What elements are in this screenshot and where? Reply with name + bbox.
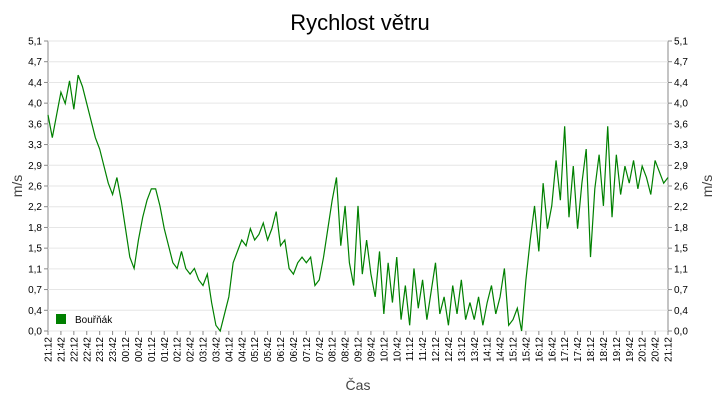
x-tick-label: 20:12: [638, 337, 649, 362]
y-tick-label: 5,1: [28, 37, 42, 48]
x-tick-label: 14:42: [496, 337, 507, 362]
y2-tick-label: 4,7: [674, 57, 688, 68]
y2-tick-label: 0,4: [674, 306, 688, 317]
x-tick-label: 00:12: [121, 337, 132, 362]
x-tick-label: 02:42: [186, 337, 197, 362]
x-tick-label: 21:12: [44, 337, 55, 362]
x-tick-label: 19:12: [612, 337, 623, 362]
x-tick-label: 09:42: [366, 337, 377, 362]
y-tick-label: 2,9: [28, 161, 42, 172]
y2-tick-label: 3,3: [674, 140, 688, 151]
x-tick-label: 14:12: [483, 337, 494, 362]
x-tick-label: 16:12: [534, 337, 545, 362]
y2-tick-label: 0,0: [674, 327, 688, 338]
x-tick-label: 03:42: [211, 337, 222, 362]
x-tick-label: 11:42: [418, 337, 429, 362]
x-tick-label: 13:12: [457, 337, 468, 362]
x-tick-label: 17:42: [573, 337, 584, 362]
x-tick-label: 06:12: [276, 337, 287, 362]
y-tick-label: 4,4: [28, 78, 42, 89]
x-tick-label: 07:42: [315, 337, 326, 362]
x-tick-label: 10:42: [392, 337, 403, 362]
x-tick-label: 04:12: [224, 337, 235, 362]
y-tick-label: 1,1: [28, 264, 42, 275]
y2-tick-label: 0,7: [674, 285, 688, 296]
y2-tick-label: 4,4: [674, 78, 688, 89]
y-tick-label: 2,2: [28, 202, 42, 213]
x-tick-label: 20:42: [651, 337, 662, 362]
y2-tick-label: 2,9: [674, 161, 688, 172]
y-tick-label: 1,8: [28, 223, 42, 234]
x-tick-label: 01:12: [147, 337, 158, 362]
x-tick-label: 22:42: [82, 337, 93, 362]
x-tick-label: 12:42: [444, 337, 455, 362]
x-tick-label: 13:42: [470, 337, 481, 362]
x-tick-label: 01:42: [160, 337, 171, 362]
y-tick-label: 4,0: [28, 99, 42, 110]
y-tick-label: 3,3: [28, 140, 42, 151]
x-tick-label: 17:12: [560, 337, 571, 362]
x-tick-label: 18:12: [586, 337, 597, 362]
x-tick-label: 10:12: [379, 337, 390, 362]
legend-label: Bouřňák: [75, 315, 113, 326]
x-tick-label: 09:12: [354, 337, 365, 362]
y2-tick-label: 2,6: [674, 182, 688, 193]
x-tick-label: 04:42: [237, 337, 248, 362]
y2-tick-label: 1,8: [674, 223, 688, 234]
y-tick-label: 1,5: [28, 244, 42, 255]
y2-tick-label: 2,2: [674, 202, 688, 213]
x-tick-label: 22:12: [69, 337, 80, 362]
x-tick-label: 05:12: [250, 337, 261, 362]
x-tick-label: 02:12: [173, 337, 184, 362]
x-tick-label: 16:42: [547, 337, 558, 362]
x-tick-label: 00:42: [134, 337, 145, 362]
y-tick-label: 0,0: [28, 327, 42, 338]
y2-tick-label: 1,5: [674, 244, 688, 255]
x-tick-label: 05:42: [263, 337, 274, 362]
y-tick-label: 0,4: [28, 306, 42, 317]
legend-swatch: [56, 314, 66, 324]
data-line: [47, 74, 669, 333]
x-tick-label: 03:12: [199, 337, 210, 362]
y-tick-label: 0,7: [28, 285, 42, 296]
x-tick-label: 08:42: [341, 337, 352, 362]
y2-tick-label: 5,1: [674, 37, 688, 48]
y-tick-label: 2,6: [28, 182, 42, 193]
y2-tick-label: 4,0: [674, 99, 688, 110]
x-tick-label: 06:42: [289, 337, 300, 362]
x-tick-label: 23:42: [108, 337, 119, 362]
y-tick-label: 4,7: [28, 57, 42, 68]
y2-axis-label: m/s: [699, 175, 715, 198]
chart-title: Rychlost větru: [290, 10, 429, 35]
x-axis-label: Čas: [346, 377, 371, 393]
x-tick-label: 18:42: [599, 337, 610, 362]
y2-tick-label: 3,6: [674, 119, 688, 130]
x-tick-label: 21:12: [664, 337, 675, 362]
y-axis-label: m/s: [9, 175, 25, 198]
y2-tick-label: 1,1: [674, 264, 688, 275]
x-tick-label: 07:12: [302, 337, 313, 362]
x-tick-label: 11:12: [405, 337, 416, 362]
x-tick-label: 21:42: [56, 337, 67, 362]
x-tick-label: 08:12: [328, 337, 339, 362]
x-tick-label: 15:42: [521, 337, 532, 362]
x-tick-label: 19:42: [625, 337, 636, 362]
x-tick-label: 23:12: [95, 337, 106, 362]
x-tick-label: 12:12: [431, 337, 442, 362]
x-tick-label: 15:12: [509, 337, 520, 362]
y-tick-label: 3,6: [28, 119, 42, 130]
